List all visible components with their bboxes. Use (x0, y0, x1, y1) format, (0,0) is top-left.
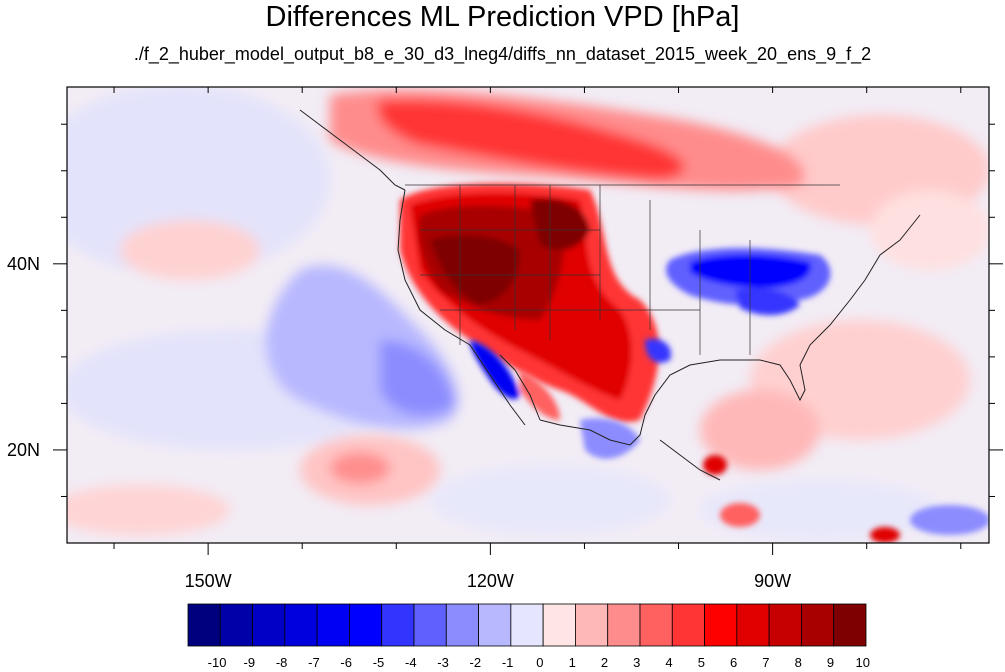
colorbar-swatch (801, 603, 835, 647)
colorbar-swatch (445, 603, 479, 647)
colorbar-tick-label: 3 (633, 655, 641, 670)
longitude-tick-label: 90W (754, 571, 792, 591)
latitude-tick-label: 20N (6, 439, 40, 460)
colorbar-tick-label: 6 (730, 655, 738, 670)
colorbar-tick-label: 9 (826, 655, 835, 670)
colorbar-swatch (671, 603, 705, 647)
colorbar-tick-label: 5 (697, 655, 705, 670)
colorbar-swatch (349, 603, 383, 647)
map-field (67, 87, 989, 543)
map-frame (66, 86, 990, 544)
coastlines (299, 109, 921, 481)
colorbar-swatch (284, 603, 318, 647)
colorbar-tick-label: -3 (437, 655, 449, 670)
colorbar-tick-label: -2 (469, 655, 482, 670)
colorbar-swatch (316, 603, 350, 647)
colorbar-tick-label: -5 (372, 655, 385, 670)
latitude-tick-label: 40N (6, 253, 40, 274)
colorbar-tick-label: 4 (665, 655, 673, 670)
colorbar-swatch (607, 603, 641, 647)
colorbar-swatch (639, 603, 673, 647)
colorbar-swatch (381, 603, 415, 647)
colorbar-tick-label: 8 (794, 655, 802, 670)
colorbar-swatch (478, 603, 512, 647)
colorbar-swatch (187, 603, 221, 647)
colorbar-tick-label: -4 (404, 655, 417, 670)
colorbar-swatch (413, 603, 447, 647)
colorbar-swatch (736, 603, 770, 647)
axis-ticks (53, 87, 1003, 555)
colorbar-tick-label: -7 (308, 655, 320, 670)
colorbar-tick-label: -1 (501, 655, 514, 670)
colorbar-swatch (252, 603, 286, 647)
state-borders (405, 184, 840, 355)
colorbar-swatch (768, 603, 802, 647)
longitude-tick-label: 120W (466, 571, 514, 591)
chart-subtitle: ./f_2_huber_model_output_b8_e_30_d3_lneg… (133, 44, 872, 64)
colorbar-tick-label: 1 (568, 655, 576, 670)
colorbar-tick-label: -10 (207, 655, 227, 670)
colorbar-swatch (833, 603, 867, 647)
colorbar-tick-label: 2 (600, 655, 609, 670)
colorbar-swatch (542, 603, 576, 647)
colorbar-swatch (510, 603, 544, 647)
colorbar-tick-label: 7 (762, 655, 770, 670)
colorbar-swatch (704, 603, 738, 647)
colorbar-tick-label: 0 (536, 655, 544, 670)
colorbar-swatch (575, 603, 609, 647)
colorbar-tick-label: 10 (855, 655, 870, 670)
colorbar-tick-label: -9 (243, 655, 256, 670)
colorbar-tick-label: -6 (340, 655, 352, 670)
longitude-tick-label: 150W (184, 571, 232, 591)
colorbar-swatch (219, 603, 253, 647)
colorbar (187, 603, 867, 647)
colorbar-tick-label: -8 (275, 655, 288, 670)
chart-title: Differences ML Prediction VPD [hPa] (265, 1, 740, 33)
